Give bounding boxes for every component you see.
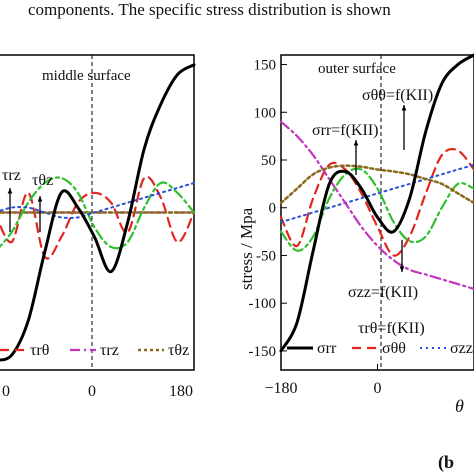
svg-text:σzz: σzz <box>450 340 473 357</box>
right-series--rr <box>279 53 474 353</box>
right-y-tick-label: -100 <box>249 296 277 312</box>
right-y-ticks: 150 100 50 0 -50 -100 -150 <box>249 58 287 360</box>
left-arrow-trz <box>7 188 13 232</box>
right-arrow-label-stt: σθθ=f(KII) <box>362 87 433 104</box>
right-y-tick-label: -150 <box>249 344 277 360</box>
right-panel: outer surface stress / Mpa θ 150 100 50 0 -5… <box>237 53 474 416</box>
right-series-olive <box>279 164 474 205</box>
left-series-green <box>0 176 196 250</box>
left-x-tick-label: 180 <box>169 383 193 400</box>
left-legend-trz: τrz <box>70 342 119 359</box>
right-arrow-stt <box>401 105 407 150</box>
left-series-shear-solid- <box>0 63 196 362</box>
right-y-tick-label: 0 <box>269 201 277 217</box>
left-annotation: middle surface <box>42 68 131 84</box>
left-legend-trt: τrθ <box>0 342 49 359</box>
left-series-group <box>0 63 196 362</box>
right-x-ticks: −180 0 <box>264 364 382 397</box>
right-y-tick-label: -50 <box>256 248 276 264</box>
right-legend-srr: σrr <box>287 340 337 357</box>
right-y-tick-label: 150 <box>254 58 277 74</box>
left-legend-ttz: τθz <box>138 342 189 359</box>
right-x-tick-label: 0 <box>374 380 382 397</box>
right-y-tick-label: 50 <box>261 153 276 169</box>
left-x-tick-label: 0 <box>2 383 10 400</box>
svg-text:τrz: τrz <box>100 342 119 359</box>
right-series-green <box>279 167 474 252</box>
left-series-blue <box>0 182 195 219</box>
right-y-axis-label: stress / Mpa <box>237 207 256 290</box>
svg-text:σθθ: σθθ <box>382 340 406 357</box>
right-legend-szz: σzz <box>420 340 473 357</box>
left-arrow-label-ttz: τθz <box>32 172 53 189</box>
left-panel: middle surface 0 0 180 <box>0 54 196 400</box>
svg-text:τθz: τθz <box>168 342 189 359</box>
right-x-axis-label: θ <box>455 396 464 416</box>
legends: τrθ τrz τθz σrr σθθ σzz <box>0 340 473 359</box>
right-annotation: outer surface <box>318 61 396 77</box>
right-series--zz <box>280 163 474 223</box>
arrow-annotations: τrz τθz σθθ=f(KII) σrr=f(KII) σzz=f(KII) τrθ=… <box>2 87 433 337</box>
right-y-tick-label: 100 <box>254 105 277 121</box>
right-series--r- <box>279 120 474 290</box>
left-arrow-ttz <box>37 196 43 232</box>
svg-text:σrr: σrr <box>317 340 337 357</box>
svg-text:τrθ: τrθ <box>30 342 49 359</box>
right-series-- <box>279 147 474 257</box>
figure-caption: components. The specific stress distribu… <box>28 0 391 19</box>
right-series-group <box>279 53 474 353</box>
left-series--r- <box>0 175 196 260</box>
right-arrow-label-trt: τrθ=f(KII) <box>358 320 425 337</box>
right-legend-stt: σθθ <box>352 340 406 357</box>
right-arrow-label-srr: σrr=f(KII) <box>312 122 379 139</box>
left-x-tick-label: 0 <box>88 383 96 400</box>
right-arrow-szz <box>399 240 405 272</box>
right-x-tick-label: −180 <box>264 380 297 397</box>
right-arrow-label-szz: σzz=f(KII) <box>348 284 418 301</box>
panel-label: (b <box>438 452 454 473</box>
left-arrow-label-trz: τrz <box>2 167 21 184</box>
right-arrow-srr <box>353 140 359 175</box>
left-x-ticks: 0 0 180 <box>2 383 193 400</box>
